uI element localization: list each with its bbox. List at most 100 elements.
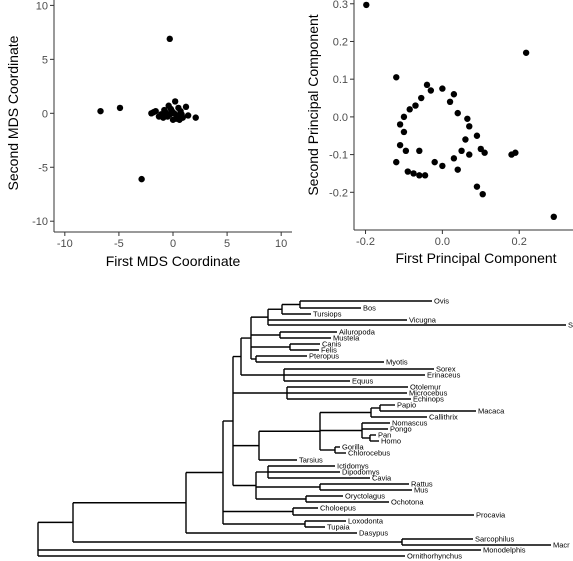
tree-leaf-label: Sarcophilus	[475, 535, 514, 544]
mds-point	[150, 109, 157, 116]
pca-y-tick-label: 0.1	[333, 74, 348, 86]
pca-point	[421, 172, 429, 179]
mds-point	[97, 107, 104, 115]
pca-point	[393, 158, 400, 166]
tree-branches	[37, 300, 566, 557]
pca-point	[416, 172, 423, 179]
pca-point	[462, 136, 469, 143]
pca-point	[404, 168, 411, 175]
tree-leaf-label: Chlorocebus	[348, 449, 390, 458]
tree-leaf-label: Microcebus	[409, 389, 448, 398]
tree-leaf-label: Vicugna	[409, 316, 437, 325]
pca-y-tick-label: -0.2	[329, 187, 348, 199]
mds-point	[178, 111, 185, 118]
mds-point	[176, 116, 183, 123]
tree-leaf-label: Nomascus	[392, 419, 428, 428]
pca-x-tick-label: 0.0	[435, 236, 450, 248]
tree-leaf-label: Su	[568, 321, 573, 330]
pca-point	[550, 213, 557, 221]
pca-y-tick-label: 0.3	[333, 0, 348, 11]
tree-leaf-label: Dipodomys	[342, 468, 380, 477]
mds-y-tick-label: -5	[38, 162, 48, 174]
mds-point	[160, 114, 167, 121]
tree-leaf-label: Echinops	[413, 395, 444, 404]
tree-leaf-label: Gorilla	[342, 443, 365, 452]
tree-leaf-label: Callithrix	[429, 413, 458, 422]
tree-leaf-label: Pan	[378, 431, 391, 440]
pca-point	[454, 166, 461, 173]
mds-x-tick-label: -5	[114, 238, 124, 250]
tree-leaf-label: Tupaia	[327, 523, 350, 532]
tree-leaf-label: Otolemur	[410, 383, 441, 392]
pca-point	[473, 132, 481, 139]
mds-point	[175, 104, 182, 112]
mds-y-tick-label: 10	[36, 0, 48, 12]
pca-point	[464, 115, 471, 122]
pca-y-tick-label: 0.2	[333, 36, 348, 48]
pca-point	[400, 113, 408, 121]
mds-x-label: First MDS Coordinate	[106, 253, 241, 269]
tree-leaves: Bos Ovis Tursiops Vicugna Su AiluropodaMustel…	[299, 297, 573, 561]
mds-point	[166, 35, 173, 43]
tree-leaf-label: Ornithorhynchus	[407, 552, 462, 561]
tree-leaf-label: Procavia	[476, 511, 506, 520]
pca-y-tick-label: -0.1	[329, 150, 348, 162]
pca-point	[439, 162, 446, 170]
mds-point	[192, 114, 199, 121]
tree-leaf-label: Equus	[352, 377, 374, 386]
pca-point	[439, 85, 446, 92]
pca-point	[466, 151, 473, 158]
tree-leaf-label: Tarsius	[299, 456, 323, 465]
mds-x-tick-label: 0	[170, 238, 176, 250]
pca-panel: -0.2 0.0 0.2 0.3 0.2 0.1 0.0 -0.1 -0.2 First Pr…	[305, 0, 573, 266]
pca-point	[427, 87, 435, 94]
pca-point	[512, 149, 519, 156]
tree-leaf-label: Macr	[553, 541, 570, 550]
pca-point	[522, 49, 530, 56]
pca-point	[402, 147, 410, 155]
mds-y-label: Second MDS Coordinate	[5, 35, 21, 190]
tree-leaf-label: Tursiops	[313, 310, 342, 319]
mds-point	[165, 102, 172, 109]
mds-point	[182, 103, 190, 111]
tree-leaf-label: Ailuropoda	[339, 328, 376, 337]
pca-point	[431, 158, 438, 166]
tree-leaf-label: Choloepus	[320, 504, 356, 513]
pca-x-ticks: -0.2 0.0 0.2	[356, 230, 527, 248]
pca-point	[400, 128, 408, 136]
tree-leaf-label: Ochotona	[391, 498, 424, 507]
tree-leaf-label: Sorex	[436, 365, 456, 374]
pca-point	[412, 102, 419, 109]
pca-point	[450, 91, 458, 98]
tree-leaf-label: Macaca	[478, 407, 505, 416]
mds-y-ticks: 10 5 0 -5 -10	[32, 0, 54, 228]
pca-point	[454, 109, 461, 117]
mds-y-tick-label: 0	[42, 108, 48, 120]
tree-leaf-label: Mustela	[333, 334, 360, 343]
mds-panel: -10 -5 0 5 10 10 5 0 -5 -10 First MDS Coordinate…	[5, 0, 292, 269]
mds-point	[166, 111, 173, 118]
tree-leaf-label: Pongo	[390, 425, 412, 434]
pca-point	[406, 106, 413, 113]
pca-x-tick-label: -0.2	[356, 236, 375, 248]
pca-y-label: Second Principal Component	[305, 14, 321, 195]
mds-x-tick-label: -10	[57, 238, 73, 250]
tree-leaf-label: Papio	[397, 401, 416, 410]
pca-point	[418, 94, 425, 102]
pca-point	[473, 183, 481, 190]
tree-leaf-label: Erinaceus	[427, 371, 461, 380]
tree-leaf-label: Cavia	[372, 474, 392, 483]
pca-point	[396, 121, 404, 128]
tree-leaf-label: Bos	[363, 304, 376, 313]
pca-point	[416, 147, 423, 155]
pca-point	[363, 1, 370, 9]
pca-point	[450, 155, 458, 162]
pca-point	[393, 74, 400, 81]
tree-leaf-label: Oryctolagus	[345, 492, 385, 501]
tree-leaf-label: Canis	[322, 340, 341, 349]
tree-leaf-label: Mus	[414, 486, 428, 495]
tree-leaf-label: Ovis	[434, 297, 449, 306]
tree-leaf-label: Monodelphis	[483, 546, 526, 555]
pca-point	[410, 170, 417, 177]
